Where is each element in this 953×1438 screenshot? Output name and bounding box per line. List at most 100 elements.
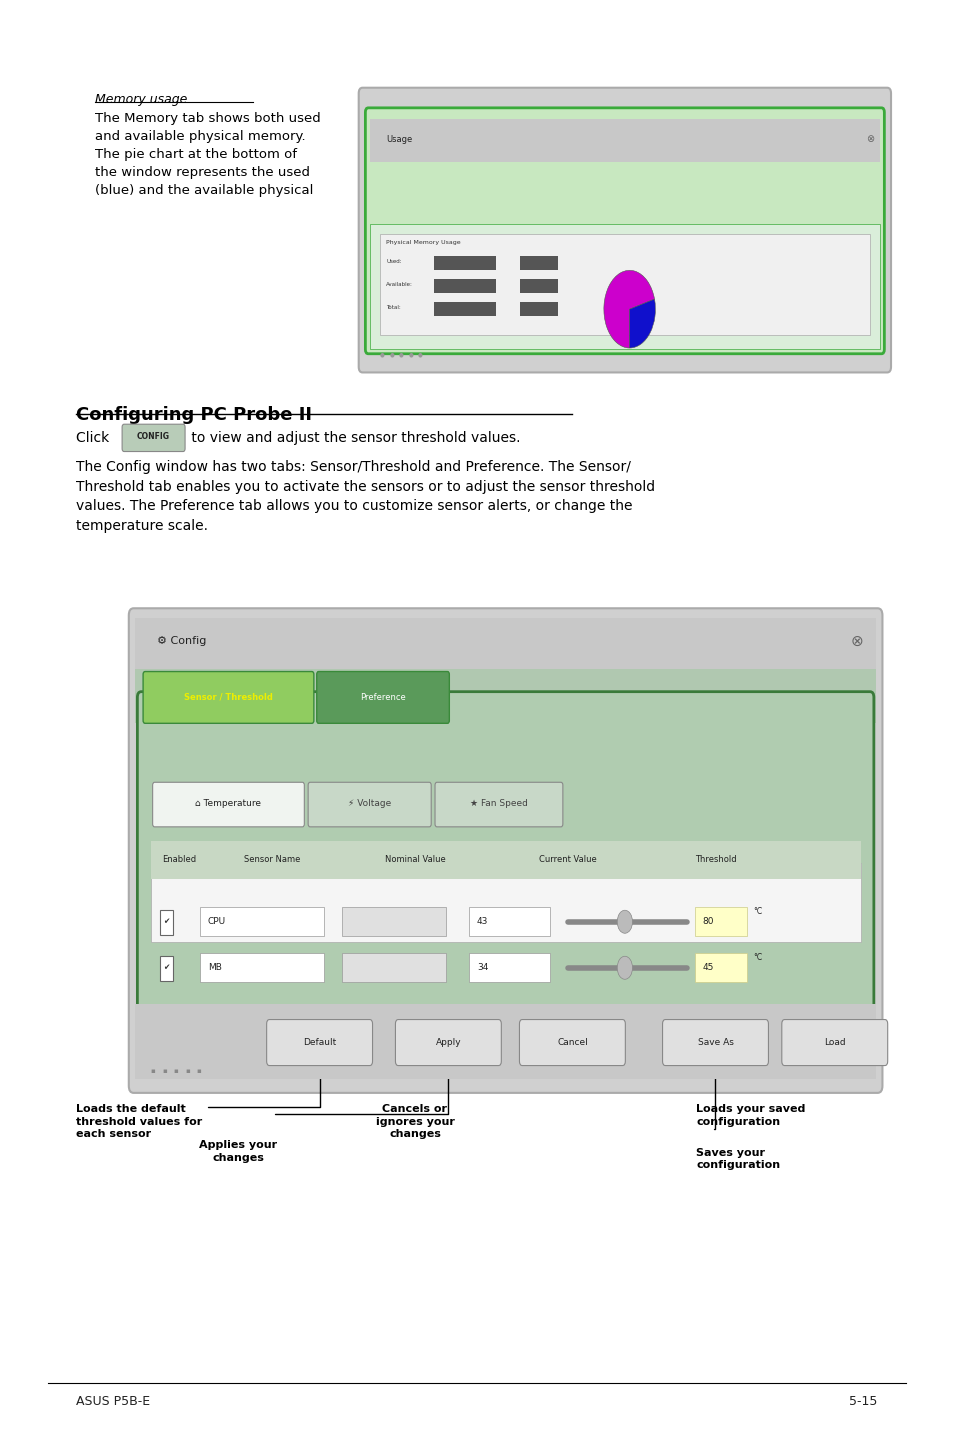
Text: to view and adjust the sensor threshold values.: to view and adjust the sensor threshold …: [187, 431, 520, 446]
Circle shape: [617, 956, 632, 979]
Text: Preference: Preference: [359, 693, 405, 702]
Text: ▪: ▪: [185, 1068, 190, 1074]
Text: Usage: Usage: [386, 135, 413, 144]
Text: ●: ●: [417, 352, 422, 358]
FancyBboxPatch shape: [160, 956, 172, 981]
FancyBboxPatch shape: [137, 692, 873, 1012]
Wedge shape: [603, 270, 654, 348]
FancyBboxPatch shape: [379, 234, 869, 335]
Text: Current Value: Current Value: [538, 856, 596, 864]
FancyBboxPatch shape: [435, 782, 562, 827]
Text: 80: 80: [701, 917, 713, 926]
FancyBboxPatch shape: [434, 256, 496, 270]
Text: The Config window has two tabs: Sensor/Threshold and Preference. The Sensor/
Thr: The Config window has two tabs: Sensor/T…: [76, 460, 655, 532]
Circle shape: [617, 910, 632, 933]
Text: Memory usage: Memory usage: [95, 93, 188, 106]
Text: °C: °C: [753, 953, 762, 962]
FancyBboxPatch shape: [160, 910, 172, 935]
FancyBboxPatch shape: [122, 424, 185, 452]
Text: ●: ●: [389, 352, 394, 358]
Text: ⊗: ⊗: [865, 135, 873, 144]
Text: Loads your saved
configuration: Loads your saved configuration: [696, 1104, 805, 1127]
Text: Enabled: Enabled: [162, 856, 196, 864]
Text: 43: 43: [476, 917, 488, 926]
FancyBboxPatch shape: [694, 953, 746, 982]
Text: Threshold: Threshold: [694, 856, 736, 864]
FancyBboxPatch shape: [308, 782, 431, 827]
FancyBboxPatch shape: [519, 302, 558, 316]
FancyBboxPatch shape: [341, 953, 446, 982]
Text: Used:: Used:: [386, 259, 401, 265]
Text: ●: ●: [398, 352, 403, 358]
Text: 5-15: 5-15: [848, 1395, 877, 1408]
Text: Apply: Apply: [436, 1038, 460, 1047]
Text: Loads the default
threshold values for
each sensor: Loads the default threshold values for e…: [76, 1104, 202, 1139]
Wedge shape: [629, 299, 655, 348]
FancyBboxPatch shape: [135, 1004, 875, 1078]
FancyBboxPatch shape: [781, 1020, 886, 1066]
FancyBboxPatch shape: [469, 907, 550, 936]
FancyBboxPatch shape: [341, 907, 446, 936]
FancyBboxPatch shape: [469, 953, 550, 982]
Text: Configuring PC Probe II: Configuring PC Probe II: [76, 406, 312, 424]
FancyBboxPatch shape: [151, 863, 860, 942]
Text: ⚙ Config: ⚙ Config: [157, 637, 207, 646]
Text: Applies your
changes: Applies your changes: [199, 1140, 277, 1163]
Text: ✔: ✔: [163, 917, 169, 926]
FancyBboxPatch shape: [200, 907, 324, 936]
FancyBboxPatch shape: [316, 672, 449, 723]
Text: Sensor / Threshold: Sensor / Threshold: [183, 693, 273, 702]
Text: CONFIG: CONFIG: [137, 431, 170, 441]
Text: ▪: ▪: [196, 1068, 201, 1074]
FancyBboxPatch shape: [519, 279, 558, 293]
Text: CPU: CPU: [208, 917, 226, 926]
FancyBboxPatch shape: [518, 1020, 625, 1066]
Text: Nominal Value: Nominal Value: [384, 856, 445, 864]
Text: MB: MB: [208, 963, 222, 972]
Text: ▪: ▪: [173, 1068, 178, 1074]
FancyBboxPatch shape: [661, 1020, 767, 1066]
Text: ●: ●: [379, 352, 384, 358]
Text: Total:: Total:: [386, 305, 400, 311]
Text: ●: ●: [408, 352, 413, 358]
Text: ⚡ Voltage: ⚡ Voltage: [347, 800, 391, 808]
Text: Click: Click: [76, 431, 113, 446]
Text: The Memory tab shows both used
and available physical memory.
The pie chart at t: The Memory tab shows both used and avail…: [95, 112, 321, 197]
Text: Cancels or
ignores your
changes: Cancels or ignores your changes: [375, 1104, 454, 1139]
FancyBboxPatch shape: [365, 108, 883, 354]
Text: °C: °C: [753, 907, 762, 916]
Text: ⌂ Temperature: ⌂ Temperature: [194, 800, 261, 808]
FancyBboxPatch shape: [266, 1020, 372, 1066]
FancyBboxPatch shape: [151, 841, 860, 879]
FancyBboxPatch shape: [370, 224, 879, 349]
FancyBboxPatch shape: [135, 669, 875, 723]
FancyBboxPatch shape: [143, 672, 314, 723]
Text: Sensor Name: Sensor Name: [243, 856, 300, 864]
Text: ASUS P5B-E: ASUS P5B-E: [76, 1395, 151, 1408]
FancyBboxPatch shape: [129, 608, 882, 1093]
Text: ★ Fan Speed: ★ Fan Speed: [470, 800, 527, 808]
Text: 34: 34: [476, 963, 488, 972]
FancyBboxPatch shape: [370, 119, 879, 162]
FancyBboxPatch shape: [434, 279, 496, 293]
FancyBboxPatch shape: [395, 1020, 501, 1066]
Text: ▪: ▪: [151, 1068, 155, 1074]
FancyBboxPatch shape: [200, 953, 324, 982]
Text: Saves your
configuration: Saves your configuration: [696, 1148, 780, 1171]
Text: 45: 45: [701, 963, 713, 972]
FancyBboxPatch shape: [434, 302, 496, 316]
FancyBboxPatch shape: [152, 782, 304, 827]
Text: ✔: ✔: [163, 963, 169, 972]
FancyBboxPatch shape: [694, 907, 746, 936]
Text: Save As: Save As: [697, 1038, 733, 1047]
Text: Default: Default: [303, 1038, 335, 1047]
Text: ⊗: ⊗: [849, 634, 862, 649]
Text: ▪: ▪: [162, 1068, 167, 1074]
Text: Load: Load: [823, 1038, 844, 1047]
Text: Cancel: Cancel: [557, 1038, 587, 1047]
FancyBboxPatch shape: [358, 88, 890, 372]
Text: Physical Memory Usage: Physical Memory Usage: [386, 240, 460, 244]
FancyBboxPatch shape: [135, 618, 875, 670]
Text: Available:: Available:: [386, 282, 413, 288]
FancyBboxPatch shape: [519, 256, 558, 270]
